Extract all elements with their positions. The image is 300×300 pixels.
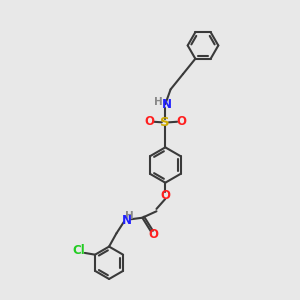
- Text: O: O: [176, 115, 187, 128]
- Text: Cl: Cl: [73, 244, 85, 257]
- Text: O: O: [160, 189, 170, 202]
- Text: O: O: [144, 115, 154, 128]
- Text: S: S: [160, 116, 170, 129]
- Text: N: N: [122, 214, 131, 227]
- Text: H: H: [154, 97, 163, 107]
- Text: O: O: [148, 228, 158, 241]
- Text: H: H: [125, 211, 134, 221]
- Text: N: N: [162, 98, 172, 111]
